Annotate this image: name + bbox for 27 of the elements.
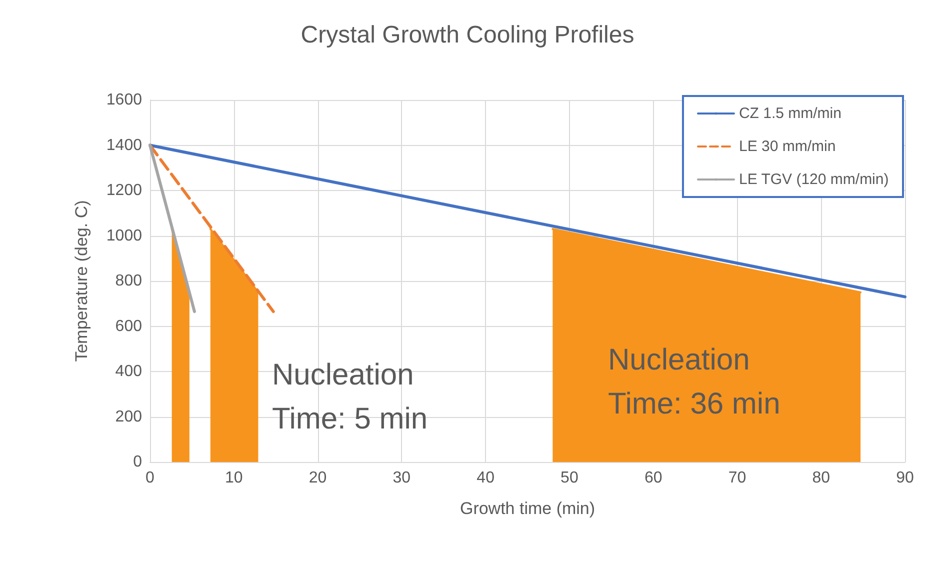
y-tick-label: 0 [133, 454, 142, 470]
x-axis-title: Growth time (min) [460, 499, 596, 518]
annotation: Nucleation Time: 5 min [272, 358, 428, 436]
chart-title: Crystal Growth Cooling Profiles [300, 22, 634, 48]
y-tick-label: 1600 [106, 92, 142, 108]
y-tick-label: 1200 [106, 182, 142, 199]
x-tick-label: 90 [896, 470, 914, 486]
x-tick-label: 80 [812, 470, 830, 486]
y-tick-label: 600 [115, 318, 142, 335]
x-tick-label: 60 [644, 470, 662, 486]
x-tick-label: 20 [308, 470, 327, 486]
y-tick-label: 400 [115, 363, 142, 380]
y-tick-label: 800 [115, 272, 142, 290]
y-tick-label: 1000 [106, 227, 142, 244]
legend-label: LE 30 mm/min [738, 138, 836, 155]
x-tick-label: 30 [392, 470, 411, 486]
legend-label: CZ 1.5 mm/min [738, 105, 842, 122]
x-tick-label: 0 [146, 470, 155, 486]
annotation: Nucleation Time: 36 min [608, 344, 780, 420]
x-tick-label: 40 [476, 470, 495, 486]
y-tick-label: 200 [115, 408, 142, 426]
x-tick-label: 70 [728, 470, 746, 486]
x-tick-label: 10 [224, 470, 243, 486]
legend-label: LE TGV (120 mm/min) [738, 171, 889, 188]
y-tick-label: 1400 [106, 136, 142, 154]
y-axis-title: Temperature (deg. C) [72, 200, 91, 362]
x-tick-label: 50 [560, 470, 578, 486]
